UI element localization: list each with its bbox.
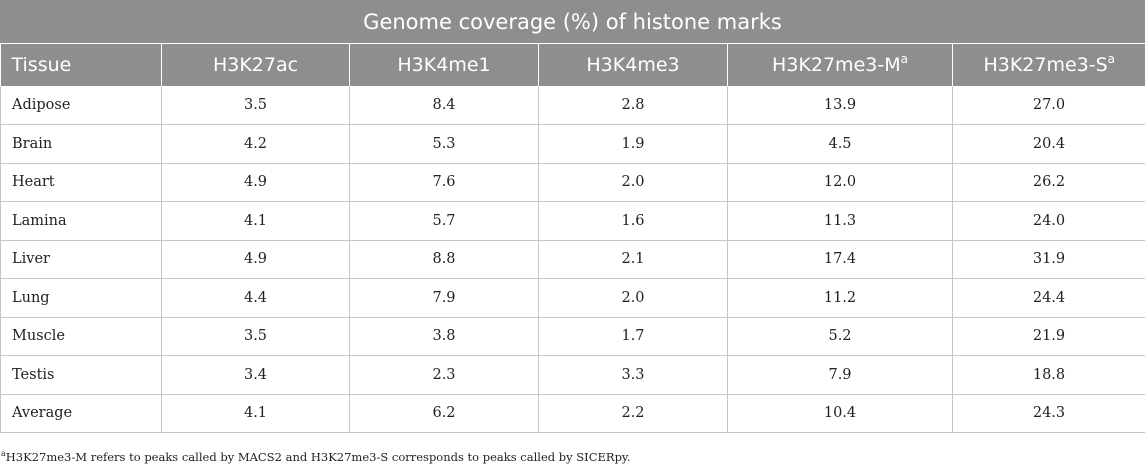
cell-h3k4me3: 1.6	[538, 201, 728, 241]
table-footnote: aH3K27me3-M refers to peaks called by MA…	[1, 449, 631, 464]
histone-coverage-table: Tissue H3K27ac H3K4me1 H3K4me3 H3K27me3-…	[0, 44, 1145, 433]
table-row: Lung 4.4 7.9 2.0 11.2 24.4	[0, 278, 1145, 318]
table-row: Brain 4.2 5.3 1.9 4.5 20.4	[0, 124, 1145, 164]
table-body: Adipose 3.5 8.4 2.8 13.9 27.0 Brain 4.2 5.3 1.9 4.…	[0, 86, 1145, 433]
cell-h3k4me3: 2.0	[538, 278, 728, 318]
cell-h3k4me3: 2.1	[538, 240, 728, 279]
cell-h3k27me3-s: 27.0	[952, 86, 1145, 125]
header-row: Tissue H3K27ac H3K4me1 H3K4me3 H3K27me3-…	[0, 44, 1145, 86]
cell-tissue: Liver	[0, 240, 162, 279]
cell-h3k27me3-s: 26.2	[952, 163, 1145, 202]
cell-h3k4me1: 7.9	[349, 278, 539, 318]
cell-h3k27me3-s: 21.9	[952, 317, 1145, 356]
cell-h3k27ac: 4.9	[161, 163, 350, 202]
cell-h3k4me1: 8.8	[349, 240, 539, 279]
table-row: Average 4.1 6.2 2.2 10.4 24.3	[0, 394, 1145, 433]
cell-h3k27me3-m: 10.4	[727, 394, 953, 433]
cell-h3k27ac: 3.5	[161, 86, 350, 125]
header-h3k4me3: H3K4me3	[538, 44, 728, 86]
cell-h3k27me3-s: 31.9	[952, 240, 1145, 279]
cell-tissue: Heart	[0, 163, 162, 202]
cell-h3k27me3-m: 17.4	[727, 240, 953, 279]
header-h3k27ac: H3K27ac	[161, 44, 350, 86]
cell-tissue: Testis	[0, 355, 162, 395]
cell-h3k27ac: 4.9	[161, 240, 350, 279]
cell-h3k4me1: 3.8	[349, 317, 539, 356]
cell-h3k27me3-s: 24.3	[952, 394, 1145, 433]
cell-tissue: Lamina	[0, 201, 162, 241]
table-row: Adipose 3.5 8.4 2.8 13.9 27.0	[0, 86, 1145, 125]
cell-h3k27ac: 4.2	[161, 124, 350, 164]
cell-h3k4me3: 2.8	[538, 86, 728, 125]
cell-h3k4me3: 2.2	[538, 394, 728, 433]
table-row: Testis 3.4 2.3 3.3 7.9 18.8	[0, 355, 1145, 395]
footnote-marker: a	[1, 449, 6, 458]
table-row: Heart 4.9 7.6 2.0 12.0 26.2	[0, 163, 1145, 202]
cell-h3k4me1: 5.7	[349, 201, 539, 241]
cell-h3k27ac: 3.5	[161, 317, 350, 356]
cell-h3k27me3-s: 18.8	[952, 355, 1145, 395]
histone-coverage-table-container: Genome coverage (%) of histone marks Tis…	[0, 0, 1145, 433]
cell-tissue: Muscle	[0, 317, 162, 356]
table-row: Lamina 4.1 5.7 1.6 11.3 24.0	[0, 201, 1145, 241]
header-h3k4me1: H3K4me1	[349, 44, 539, 86]
cell-h3k27me3-m: 11.2	[727, 278, 953, 318]
cell-h3k4me3: 2.0	[538, 163, 728, 202]
cell-h3k27ac: 4.1	[161, 394, 350, 433]
cell-tissue: Adipose	[0, 86, 162, 125]
cell-h3k27ac: 4.1	[161, 201, 350, 241]
cell-h3k27me3-s: 24.0	[952, 201, 1145, 241]
cell-h3k27me3-m: 4.5	[727, 124, 953, 164]
cell-h3k4me3: 3.3	[538, 355, 728, 395]
cell-h3k4me3: 1.9	[538, 124, 728, 164]
cell-h3k4me1: 2.3	[349, 355, 539, 395]
cell-h3k4me1: 6.2	[349, 394, 539, 433]
cell-h3k4me1: 7.6	[349, 163, 539, 202]
table-title: Genome coverage (%) of histone marks	[0, 0, 1145, 44]
cell-h3k27me3-s: 24.4	[952, 278, 1145, 318]
cell-h3k27me3-m: 13.9	[727, 86, 953, 125]
header-tissue: Tissue	[0, 44, 162, 86]
cell-h3k4me1: 8.4	[349, 86, 539, 125]
cell-h3k27me3-m: 11.3	[727, 201, 953, 241]
header-h3k27me3-s: H3K27me3-Sa	[952, 44, 1145, 86]
cell-h3k4me3: 1.7	[538, 317, 728, 356]
table-row: Liver 4.9 8.8 2.1 17.4 31.9	[0, 240, 1145, 279]
cell-tissue: Average	[0, 394, 162, 433]
cell-h3k27me3-m: 5.2	[727, 317, 953, 356]
cell-tissue: Lung	[0, 278, 162, 318]
table-header: Tissue H3K27ac H3K4me1 H3K4me3 H3K27me3-…	[0, 44, 1145, 86]
header-h3k27me3-m: H3K27me3-Ma	[727, 44, 953, 86]
cell-h3k27ac: 4.4	[161, 278, 350, 318]
cell-tissue: Brain	[0, 124, 162, 164]
cell-h3k27me3-m: 12.0	[727, 163, 953, 202]
cell-h3k27me3-m: 7.9	[727, 355, 953, 395]
table-row: Muscle 3.5 3.8 1.7 5.2 21.9	[0, 317, 1145, 356]
cell-h3k4me1: 5.3	[349, 124, 539, 164]
cell-h3k27ac: 3.4	[161, 355, 350, 395]
footnote-text: H3K27me3-M refers to peaks called by MAC…	[5, 450, 631, 464]
cell-h3k27me3-s: 20.4	[952, 124, 1145, 164]
